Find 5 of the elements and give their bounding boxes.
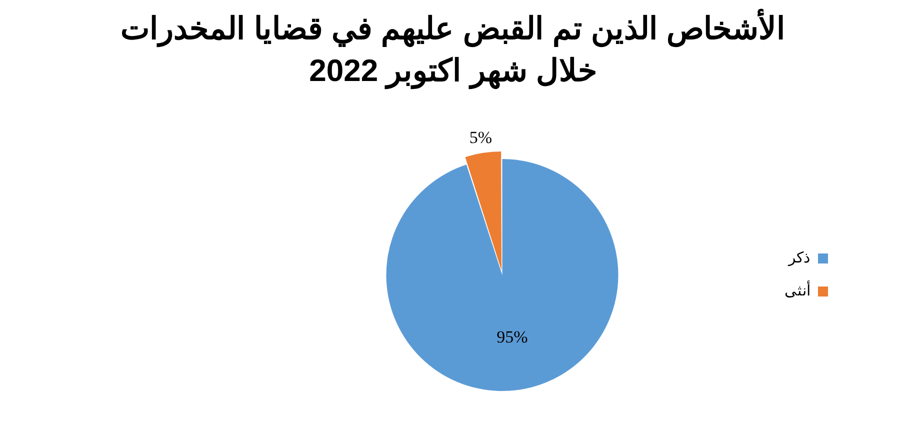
data-label: 5%: [469, 128, 492, 148]
chart-title: الأشخاص الذين تم القبض عليهم في قضايا المخدرات خلال شهر اكتوبر 2022: [119, 8, 787, 92]
data-label: 95%: [496, 327, 528, 346]
legend-label: أنثى: [784, 280, 810, 300]
legend-label: ذكر: [788, 250, 810, 267]
